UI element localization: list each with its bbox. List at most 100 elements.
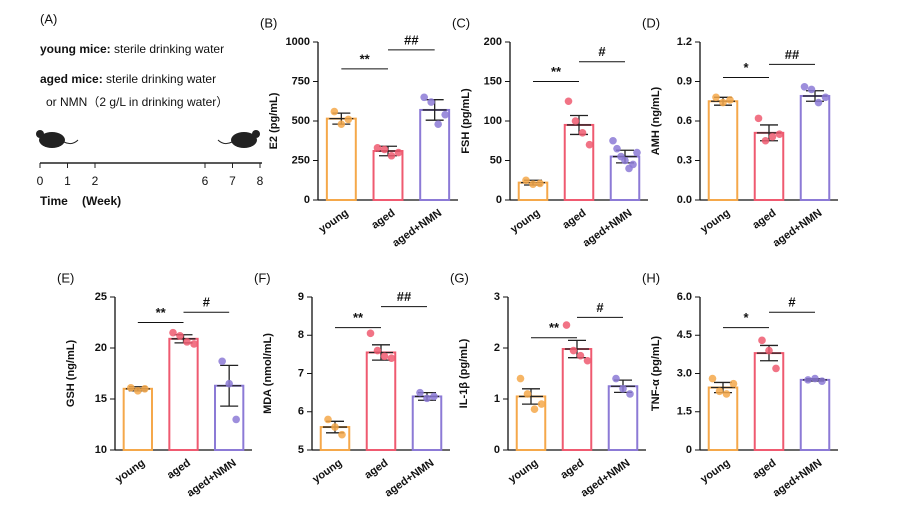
data-point <box>324 415 332 424</box>
x-tick-label: young <box>310 457 344 486</box>
error-bar <box>369 344 393 361</box>
y-tick-label: 100 <box>484 115 502 127</box>
bar <box>609 155 641 202</box>
data-point <box>176 331 184 340</box>
data-point <box>420 93 428 102</box>
x-tick-label: aged <box>750 457 778 482</box>
significance-label: ## <box>404 32 419 47</box>
data-point <box>373 144 382 152</box>
mouse-icon <box>36 130 79 148</box>
data-point <box>619 385 627 393</box>
bar <box>753 131 785 202</box>
data-point <box>529 180 537 188</box>
y-tick-label: 250 <box>292 154 310 166</box>
bar <box>707 386 739 451</box>
significance-label: * <box>743 60 749 75</box>
data-point <box>225 379 233 388</box>
y-tick-label: 0 <box>496 194 502 206</box>
significance-label: # <box>596 300 604 315</box>
timeline-tick-label: 0 <box>37 174 44 188</box>
data-point <box>775 130 784 138</box>
panel-label: (D) <box>642 15 660 30</box>
data-point <box>754 114 763 123</box>
y-tick-label: 5 <box>298 444 304 456</box>
x-tick-label: young <box>698 207 732 236</box>
x-tick-label: aged <box>558 457 586 482</box>
y-axis-label: FSH (pg/mL) <box>460 88 472 154</box>
group-text: sterile drinking water <box>103 72 216 86</box>
data-point <box>609 136 617 145</box>
y-tick-label: 1.2 <box>677 36 692 48</box>
y-tick-label: 15 <box>95 393 107 405</box>
y-tick-label: 2 <box>494 342 500 354</box>
data-point <box>571 117 580 125</box>
y-tick-label: 0 <box>686 444 692 456</box>
y-tick-label: 150 <box>484 75 502 87</box>
data-point <box>633 148 641 157</box>
x-tick-label: aged+NMN <box>771 457 825 500</box>
error-bar <box>422 99 447 121</box>
data-point <box>430 392 438 401</box>
data-point <box>394 148 403 157</box>
significance-label: ** <box>156 305 167 320</box>
y-axis-label: IL-1β (pg/mL) <box>458 338 470 408</box>
data-point <box>337 120 346 128</box>
y-tick-label: 0.3 <box>677 154 692 166</box>
bar <box>372 150 404 202</box>
group-text: sterile drinking water <box>111 42 224 56</box>
data-point <box>800 82 809 91</box>
data-point <box>380 145 389 154</box>
y-tick-label: 7 <box>298 367 304 379</box>
panel-label: (H) <box>642 270 660 285</box>
data-point <box>804 376 812 384</box>
x-tick-label: aged+NMN <box>579 457 633 500</box>
panel-label: (E) <box>57 270 74 285</box>
y-tick-label: 0.0 <box>677 194 692 206</box>
error-bar <box>565 339 589 359</box>
panel-label: (A) <box>40 11 57 26</box>
panel-label: (F) <box>254 270 271 285</box>
mouse-icon <box>217 130 260 148</box>
data-point <box>190 340 198 348</box>
significance-label: ## <box>785 47 800 62</box>
x-tick-label: aged <box>369 207 397 232</box>
data-point <box>708 374 717 383</box>
x-tick-label: aged <box>362 457 390 482</box>
data-point <box>522 176 530 185</box>
data-point <box>729 379 738 388</box>
x-tick-label: aged <box>165 457 193 482</box>
data-point <box>564 97 573 106</box>
data-point <box>127 383 135 392</box>
panel-label: (B) <box>260 15 277 30</box>
bar <box>799 378 831 451</box>
error-bar <box>519 388 543 405</box>
x-tick-label: aged <box>750 207 778 232</box>
data-point <box>761 136 770 145</box>
timeline-tick-label: 8 <box>257 174 264 188</box>
y-tick-label: 6.0 <box>677 291 692 303</box>
x-tick-label: young <box>698 457 732 486</box>
y-tick-label: 25 <box>95 291 107 303</box>
y-tick-label: 3 <box>494 291 500 303</box>
data-point <box>768 133 777 141</box>
data-point <box>765 346 773 355</box>
data-point <box>626 390 634 398</box>
timeline-tick-label: 7 <box>229 174 236 188</box>
significance-label: * <box>743 310 749 325</box>
group-line: aged mice: sterile drinking water <box>40 72 216 86</box>
data-point <box>818 377 826 385</box>
timeline-tick-label: 2 <box>92 174 99 188</box>
group-name: young mice: <box>40 42 111 56</box>
data-point <box>536 179 544 188</box>
y-tick-label: 0 <box>304 194 310 206</box>
timeline-unit: (Week) <box>82 194 121 208</box>
data-point <box>387 354 396 363</box>
data-point <box>530 405 539 414</box>
y-tick-label: 1 <box>494 393 500 405</box>
significance-label: # <box>788 295 796 310</box>
y-axis-label: MDA (nmol/mL) <box>262 333 274 414</box>
timeline-tick-label: 1 <box>64 174 71 188</box>
data-point <box>373 346 382 355</box>
y-axis-label: TNF-α (pg/mL) <box>650 336 662 412</box>
